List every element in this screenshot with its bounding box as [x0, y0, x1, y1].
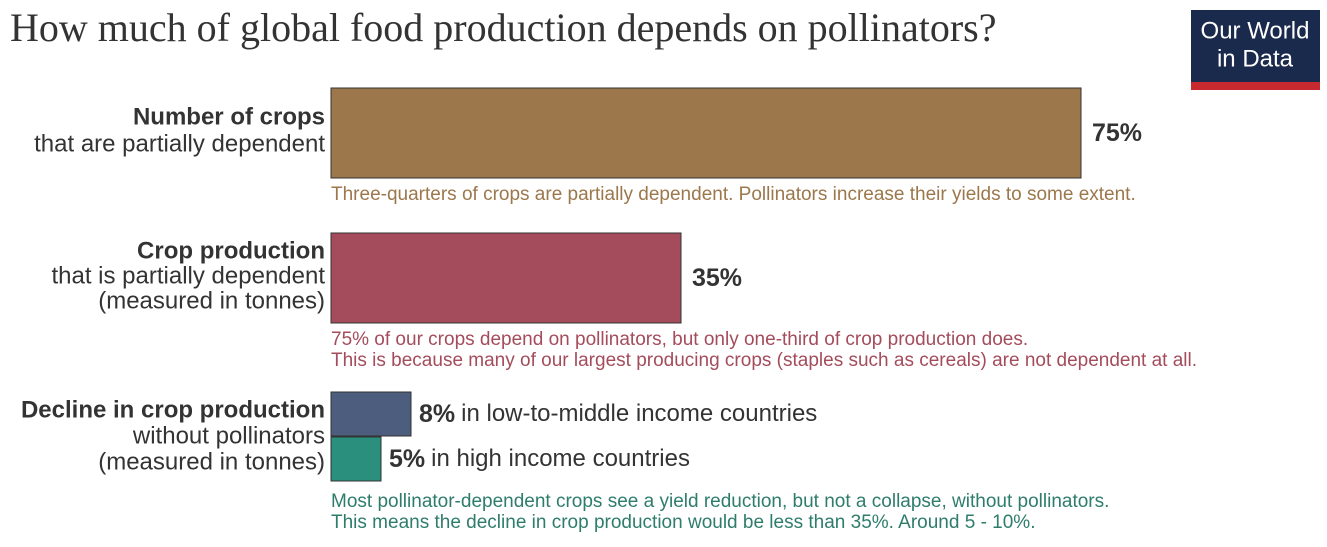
note: This is because many of our largest prod… — [331, 350, 1197, 371]
bar-text: in high income countries — [431, 445, 690, 472]
bar-text: in low-to-middle income countries — [461, 400, 817, 427]
value-text: 8% — [419, 400, 455, 428]
group-label: Number of crops — [133, 103, 325, 130]
value-label: 35% — [692, 264, 742, 292]
bar — [330, 87, 1082, 179]
group-sublabel: (measured in tonnes) — [98, 287, 325, 314]
logo-box — [1191, 10, 1320, 82]
value-text: 35% — [692, 264, 742, 292]
group-sublabel: without pollinators — [132, 422, 325, 449]
value-label: 8% in low-to-middle income countries — [419, 400, 817, 428]
bar — [330, 436, 382, 482]
note: Three-quarters of crops are partially de… — [331, 184, 1136, 205]
logo-text: in Data — [1217, 45, 1294, 72]
group-label: Crop production — [137, 237, 325, 264]
logo-text: Our World — [1201, 17, 1310, 44]
group-sublabel: (measured in tonnes) — [98, 448, 325, 475]
value-text: 5% — [389, 445, 425, 473]
bar — [330, 232, 682, 324]
note: This means the decline in crop productio… — [331, 512, 1035, 533]
value-label: 75% — [1092, 119, 1142, 147]
note: Most pollinator-dependent crops see a yi… — [331, 491, 1109, 512]
value-text: 75% — [1092, 119, 1142, 147]
group-sublabel: that are partially dependent — [34, 130, 325, 157]
logo-band — [1191, 82, 1320, 90]
group-label: Decline in crop production — [21, 396, 325, 423]
bar — [330, 391, 412, 437]
note: 75% of our crops depend on pollinators, … — [331, 329, 1028, 350]
group-sublabel: that is partially dependent — [51, 262, 325, 289]
chart-title: How much of global food production depen… — [10, 5, 996, 50]
value-label: 5% in high income countries — [389, 445, 690, 473]
